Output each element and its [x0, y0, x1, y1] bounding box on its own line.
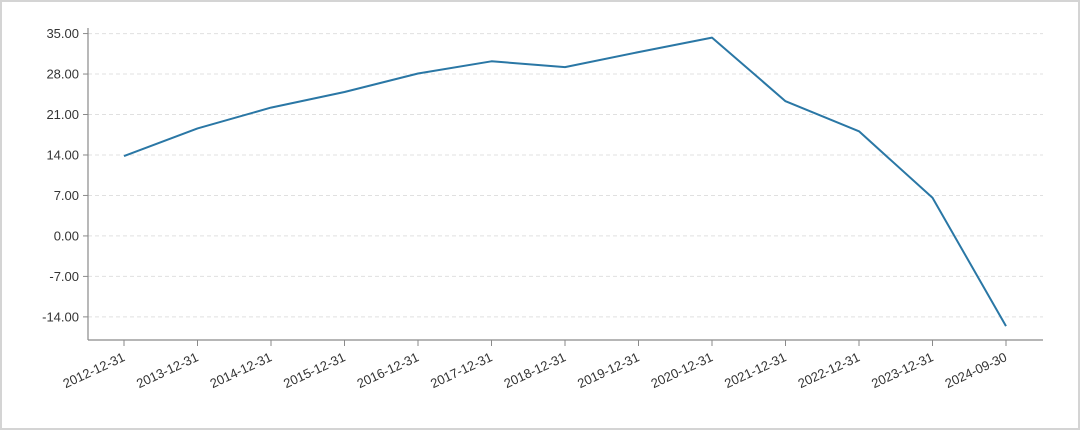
- x-tick-label: 2012-12-31: [61, 349, 128, 391]
- x-tick-label: 2020-12-31: [649, 349, 716, 391]
- series-line: [123, 36, 1007, 327]
- axes: [87, 28, 1043, 341]
- x-tick-label: 2014-12-31: [208, 349, 275, 391]
- x-tick-label: 2015-12-31: [281, 349, 348, 391]
- y-tick-labels: -14.00 -7.00 0.00 7.00 14.00 21.00 28.00 35.00: [42, 26, 88, 324]
- x-tick-labels: 2012-12-31 2013-12-31 2014-12-31 2015-12-31…: [61, 340, 1010, 391]
- x-tick-label: 2016-12-31: [355, 349, 422, 391]
- x-tick-label: 2017-12-31: [428, 349, 495, 391]
- x-tick-label: 2013-12-31: [134, 349, 201, 391]
- x-tick-label: 2018-12-31: [502, 349, 569, 391]
- x-tick-label: 2019-12-31: [575, 349, 642, 391]
- grid-lines: [88, 33, 1043, 318]
- y-tick-label: 0.00: [54, 228, 79, 243]
- y-tick-label: 14.00: [46, 147, 79, 162]
- series-group: [123, 36, 1007, 327]
- x-tick-label: 2022-12-31: [796, 349, 863, 391]
- y-tick-label: 21.00: [46, 107, 79, 122]
- y-tick-label: 7.00: [54, 188, 79, 203]
- x-tick-label: 2021-12-31: [722, 349, 789, 391]
- y-tick-label: 35.00: [46, 26, 79, 41]
- x-tick-label: 2023-12-31: [869, 349, 936, 391]
- y-tick-label: -7.00: [49, 269, 79, 284]
- y-tick-label: 28.00: [46, 67, 79, 82]
- x-tick-label: 2024-09-30: [943, 349, 1010, 391]
- y-tick-label: -14.00: [42, 309, 79, 324]
